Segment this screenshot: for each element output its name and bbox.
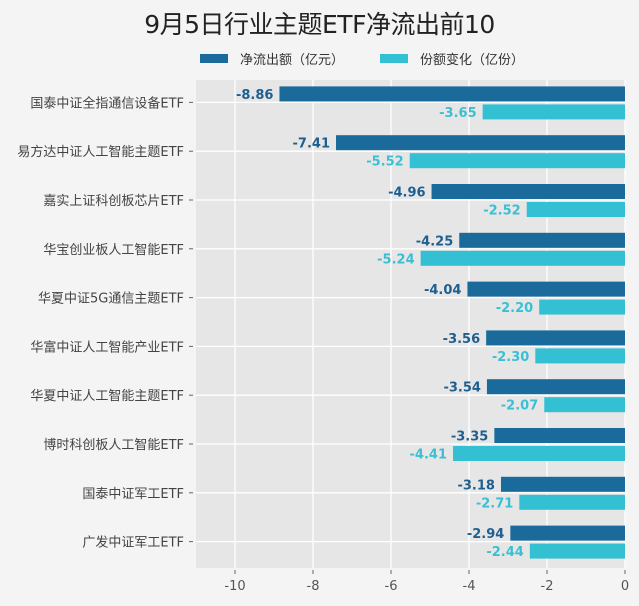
bar-share-change[interactable] bbox=[544, 397, 625, 413]
bar-net-outflow[interactable] bbox=[459, 232, 625, 248]
x-tick-label: -6 bbox=[385, 579, 398, 594]
bar-net-outflow[interactable] bbox=[467, 281, 625, 297]
bar-net-outflow[interactable] bbox=[336, 135, 625, 151]
bar-share-change[interactable] bbox=[535, 348, 625, 364]
data-label-share-change: -2.44 bbox=[486, 545, 523, 560]
data-label-net-outflow: -2.94 bbox=[467, 527, 504, 542]
category-label: 国泰中证全指通信设备ETF bbox=[30, 95, 184, 111]
bar-net-outflow[interactable] bbox=[494, 428, 625, 443]
category-label: 华富中证人工智能产业ETF bbox=[30, 339, 184, 355]
category-label: 嘉实上证科创板芯片ETF bbox=[43, 194, 184, 209]
bar-net-outflow[interactable] bbox=[431, 184, 625, 199]
data-label-net-outflow: -3.35 bbox=[451, 430, 488, 445]
data-label-net-outflow: -3.56 bbox=[443, 332, 480, 347]
data-label-share-change: -4.41 bbox=[410, 448, 447, 463]
bar-share-change[interactable] bbox=[420, 250, 625, 266]
category-label: 国泰中证军工ETF bbox=[82, 487, 184, 502]
legend-item-net-outflow[interactable]: 净流出额（亿元） bbox=[200, 49, 344, 68]
data-label-net-outflow: -3.18 bbox=[457, 478, 494, 493]
data-label-net-outflow: -4.04 bbox=[424, 283, 461, 298]
data-label-share-change: -2.30 bbox=[492, 350, 529, 365]
x-tick-label: -2 bbox=[541, 579, 554, 594]
category-label: 广发中证军工ETF bbox=[82, 535, 184, 551]
x-tick-label: -10 bbox=[224, 579, 245, 594]
legend: 净流出额（亿元） 份额变化（亿份） bbox=[200, 48, 560, 68]
category-label: 易方达中证人工智能主题ETF bbox=[17, 144, 184, 160]
legend-item-share-change[interactable]: 份额变化（亿份） bbox=[380, 49, 524, 68]
chart-title: 9月5日行业主题ETF净流出前10 bbox=[144, 10, 495, 39]
category-label: 博时科创板人工智能ETF bbox=[43, 438, 184, 453]
legend-swatch-net-outflow bbox=[200, 53, 228, 63]
bar-share-change[interactable] bbox=[482, 104, 625, 120]
bar-net-outflow[interactable] bbox=[510, 525, 625, 541]
data-label-share-change: -2.52 bbox=[483, 204, 520, 219]
data-label-net-outflow: -4.96 bbox=[388, 186, 425, 201]
bar-share-change[interactable] bbox=[529, 543, 625, 559]
category-label: 华宝创业板人工智能ETF bbox=[43, 243, 184, 258]
bar-net-outflow[interactable] bbox=[486, 330, 625, 346]
bar-net-outflow[interactable] bbox=[279, 86, 625, 102]
category-label: 华夏中证5G通信主题ETF bbox=[38, 292, 184, 307]
x-tick-label: 0 bbox=[621, 579, 629, 594]
bar-share-change[interactable] bbox=[539, 299, 625, 315]
data-label-share-change: -2.20 bbox=[496, 301, 533, 316]
data-label-share-change: -3.65 bbox=[439, 106, 476, 121]
data-label-share-change: -2.07 bbox=[501, 399, 538, 414]
bar-net-outflow[interactable] bbox=[486, 379, 625, 395]
data-label-share-change: -5.24 bbox=[377, 252, 414, 267]
bar-share-change[interactable] bbox=[409, 153, 625, 169]
data-label-net-outflow: -3.54 bbox=[443, 381, 480, 396]
category-label: 华夏中证人工智能主题ETF bbox=[30, 389, 184, 404]
data-label-share-change: -2.71 bbox=[476, 496, 513, 511]
data-label-net-outflow: -8.86 bbox=[236, 88, 273, 103]
data-label-net-outflow: -7.41 bbox=[293, 137, 330, 152]
x-tick-label: -4 bbox=[463, 579, 476, 594]
bar-share-change[interactable] bbox=[519, 494, 625, 510]
legend-label-net-outflow: 净流出额（亿元） bbox=[240, 52, 345, 68]
legend-swatch-share-change bbox=[380, 53, 409, 63]
bar-share-change[interactable] bbox=[453, 446, 625, 461]
data-label-net-outflow: -4.25 bbox=[416, 234, 453, 249]
data-label-share-change: -5.52 bbox=[366, 155, 403, 170]
bar-net-outflow[interactable] bbox=[500, 476, 625, 492]
legend-label-share-change: 份额变化（亿份） bbox=[420, 52, 525, 68]
x-tick-label: -8 bbox=[307, 579, 320, 594]
bar-share-change[interactable] bbox=[526, 202, 625, 217]
